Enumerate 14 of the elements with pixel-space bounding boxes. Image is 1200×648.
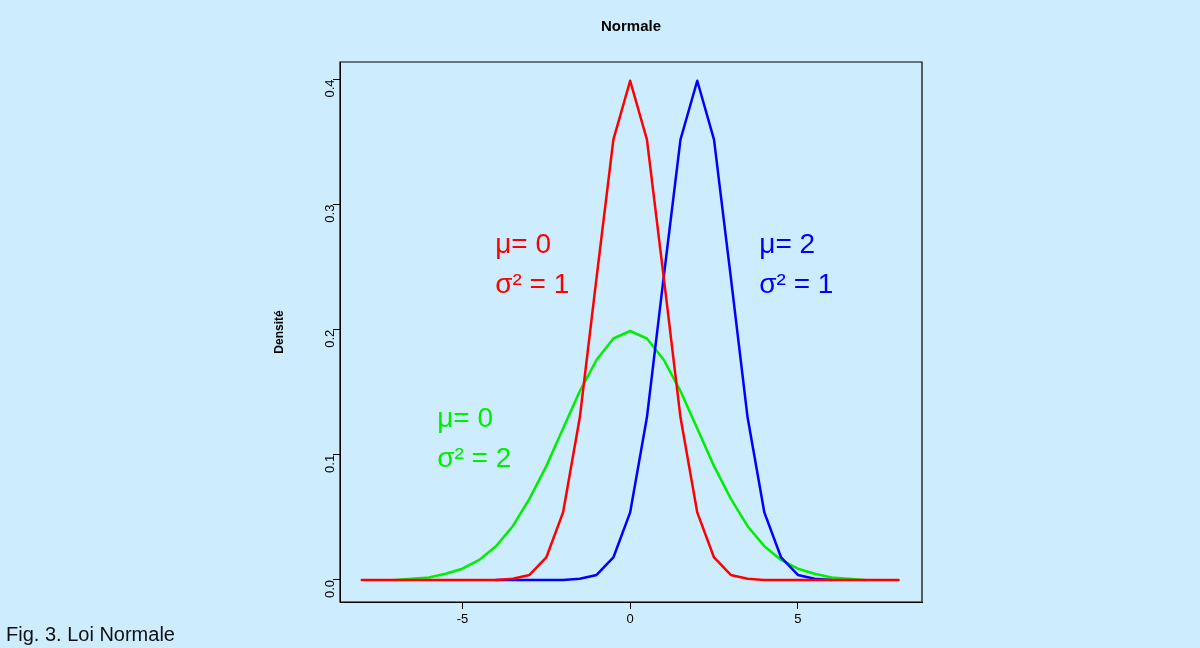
y-tick-label: 0.3 bbox=[321, 204, 337, 223]
chart-title: Normale bbox=[600, 17, 662, 35]
series-label: μ= 2 σ² = 1 bbox=[759, 228, 834, 300]
y-tick-label: 0.1 bbox=[321, 454, 337, 473]
x-tick-label: 5 bbox=[794, 611, 802, 627]
y-axis-title: Densité bbox=[271, 310, 286, 354]
x-tick-label: 0 bbox=[626, 611, 634, 627]
x-tick-label: -5 bbox=[456, 611, 469, 627]
caption: Fig. 3. Loi Normale bbox=[6, 623, 175, 646]
y-tick-label: 0.2 bbox=[321, 329, 337, 348]
y-tick-label: 0.4 bbox=[321, 79, 337, 98]
series-label: μ= 0 σ² = 2 bbox=[437, 401, 512, 473]
series-label: μ= 0 σ² = 1 bbox=[495, 228, 570, 300]
y-tick-label: 0.0 bbox=[321, 579, 337, 599]
